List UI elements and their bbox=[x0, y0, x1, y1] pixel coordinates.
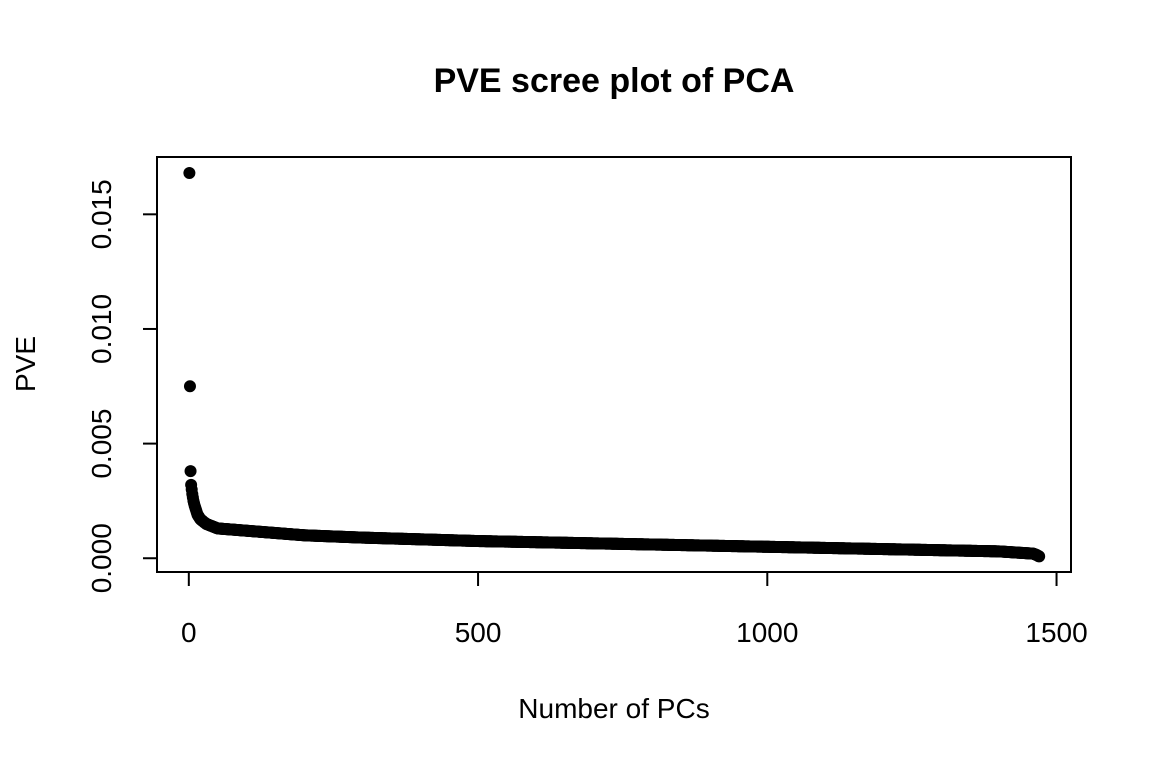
x-tick-label: 500 bbox=[455, 617, 502, 648]
chart-title: PVE scree plot of PCA bbox=[434, 62, 795, 100]
data-points bbox=[183, 167, 1046, 563]
x-axis: 0 500 1000 1500 bbox=[181, 571, 1088, 648]
x-axis-label: Number of PCs bbox=[518, 693, 709, 724]
x-tick-label: 1500 bbox=[1025, 617, 1087, 648]
data-point bbox=[183, 380, 196, 393]
plot-frame bbox=[156, 156, 1072, 573]
x-tick-label: 1000 bbox=[736, 617, 798, 648]
y-tick-label: 0.015 bbox=[86, 179, 117, 249]
x-tick-label: 0 bbox=[181, 617, 197, 648]
y-tick-label: 0.005 bbox=[86, 409, 117, 479]
data-point bbox=[1033, 550, 1046, 563]
y-tick-label: 0.010 bbox=[86, 294, 117, 364]
y-axis-label: PVE bbox=[10, 336, 41, 392]
data-point bbox=[184, 465, 197, 478]
data-point bbox=[183, 167, 196, 180]
y-axis: 0.000 0.005 0.010 0.015 bbox=[86, 179, 158, 593]
y-tick-label: 0.000 bbox=[86, 523, 117, 593]
